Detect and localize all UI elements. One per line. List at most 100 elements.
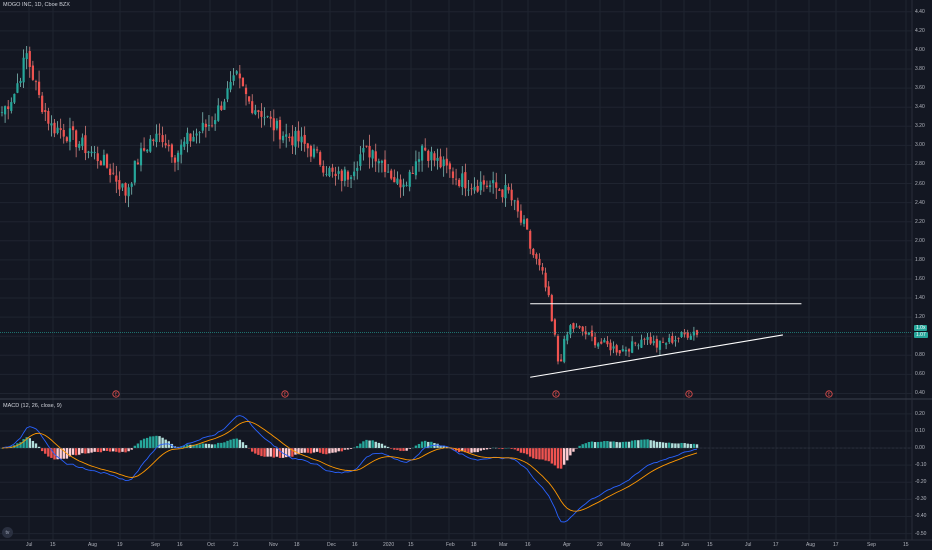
x-tick-label: 16: [177, 542, 183, 548]
macd-hist-bar: [689, 443, 693, 449]
chart-title: MOGO INC, 1D, Cboe BZX: [3, 2, 70, 8]
macd-hist-bar: [646, 439, 649, 449]
candle-body: [176, 152, 180, 162]
candle-body: [529, 230, 532, 249]
macd-hist-bar: [600, 441, 603, 449]
candle-body: [674, 340, 677, 342]
macd-hist-bar: [671, 443, 674, 449]
candle-body: [470, 188, 473, 190]
tradingview-logo[interactable]: tv: [2, 527, 13, 538]
candle-body: [223, 101, 226, 110]
price-candles[interactable]: [0, 45, 699, 365]
macd-hist-bar: [198, 444, 201, 449]
macd-hist-bar: [213, 444, 217, 449]
candle-body: [102, 154, 106, 166]
x-tick-label: Jul: [26, 542, 33, 548]
macd-hist-bar: [56, 448, 59, 460]
candle-body: [10, 102, 13, 111]
candle-body: [56, 127, 59, 134]
macd-hist-bar: [470, 448, 473, 453]
macd-hist-bar: [513, 448, 516, 450]
macd-hist-bar: [439, 445, 442, 449]
candle-body: [294, 130, 297, 147]
candle-body: [34, 81, 38, 83]
candle-body: [572, 323, 575, 329]
candle-body: [646, 337, 649, 340]
macd-hist-bar: [334, 448, 337, 453]
candle-body: [671, 336, 674, 343]
candle-body: [68, 128, 72, 142]
candle-body: [516, 200, 519, 212]
macd-hist-bar: [442, 445, 445, 449]
candle-body: [603, 339, 606, 343]
candle-body: [519, 210, 523, 223]
macd-hist-bar: [84, 448, 87, 454]
macd-hist-bar: [155, 435, 158, 449]
macd-hist-bar: [686, 443, 689, 449]
candle-body: [266, 115, 269, 117]
macd-hist-bar: [695, 444, 699, 449]
candle-body: [263, 117, 266, 119]
macd-hist-bar: [356, 446, 359, 449]
macd-hist-bar: [251, 448, 254, 452]
macd-hist-bar: [81, 448, 84, 454]
candle-body: [609, 342, 612, 351]
macd-hist-bar: [436, 443, 439, 449]
last-price-tag-2: 1.07: [914, 332, 928, 339]
macd-hist-bar: [145, 437, 149, 449]
x-tick-label: Aug: [88, 542, 97, 548]
candle-body: [158, 133, 161, 135]
macd-hist-bar: [637, 440, 640, 449]
candle-body: [3, 106, 7, 115]
macd-hist-bar: [142, 438, 146, 449]
macd-hist-bar: [664, 442, 668, 449]
macd-hist-bar: [556, 448, 560, 469]
candle-body: [393, 177, 396, 183]
candle-body: [257, 110, 260, 113]
macd-hist-bar: [275, 448, 279, 457]
x-tick-label: 20: [597, 542, 603, 548]
price-axis-label: 4.40: [915, 8, 925, 15]
candle-body: [337, 171, 340, 174]
macd-hist-bar: [288, 448, 291, 457]
candle-body: [13, 93, 16, 103]
candle-body: [547, 286, 550, 296]
macd-hist-bar: [578, 445, 581, 449]
macd-hist-bar: [102, 448, 106, 451]
macd-hist-bar: [133, 445, 137, 449]
candle-body: [121, 183, 124, 188]
candle-body: [99, 161, 102, 166]
macd-axis-label: 0.10: [915, 427, 925, 434]
macd-hist-bar: [423, 440, 427, 449]
price-axis-label: 4.20: [915, 27, 925, 34]
candle-body: [93, 151, 96, 153]
macd-hist-bar: [349, 448, 353, 449]
candle-body: [550, 295, 553, 322]
macd-hist-bar: [315, 448, 319, 452]
last-price-tag: 1.0x: [914, 325, 928, 332]
candle-body: [217, 105, 220, 121]
macd-hist-bar: [525, 448, 529, 455]
macd-hist-bar: [186, 444, 189, 449]
macd-hist-bar: [207, 443, 211, 449]
macd-hist-bar: [547, 448, 550, 462]
price-axis-label: 2.40: [915, 199, 925, 206]
price-axis-label: 2.00: [915, 237, 925, 244]
macd-axis-label: 0.00: [915, 445, 925, 452]
candle-body: [498, 189, 501, 191]
price-axis-label: 4.00: [915, 46, 925, 53]
macd-hist-bar: [306, 448, 309, 453]
macd-hist-bar: [408, 448, 411, 449]
macd-hist-bar: [220, 442, 223, 449]
trendlines[interactable]: [0, 303, 912, 378]
macd-hist-bar: [37, 446, 41, 449]
candle-body: [130, 183, 133, 187]
candle-body: [201, 122, 204, 131]
macd-hist-bar: [359, 443, 362, 449]
macd-hist-bar: [581, 444, 584, 449]
macd-hist-bar: [352, 447, 356, 449]
macd-hist-bar: [149, 436, 152, 449]
macd-hist-bar: [139, 440, 143, 449]
candle-body: [297, 130, 300, 142]
candle-body: [90, 151, 93, 154]
